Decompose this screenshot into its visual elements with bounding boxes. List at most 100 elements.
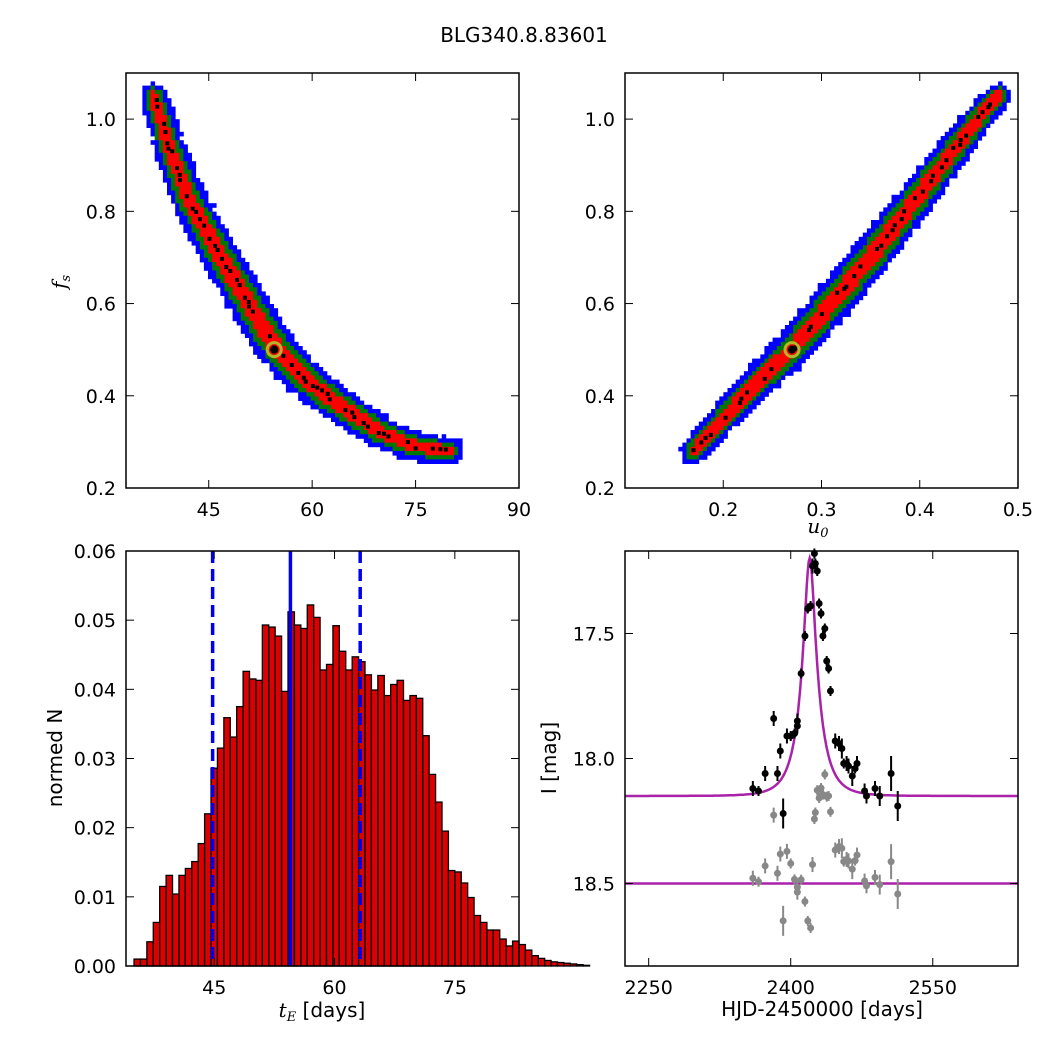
heat-cell-1sigma — [838, 299, 843, 305]
heat-cell-3sigma — [916, 173, 921, 179]
heat-cell-2sigma — [739, 409, 745, 414]
heat-cell-2sigma — [743, 404, 749, 410]
heat-cell-1sigma — [417, 442, 422, 448]
heat-cell-3sigma — [871, 220, 876, 225]
heat-cell-2sigma — [953, 161, 958, 166]
heat-cell-1sigma — [232, 274, 238, 280]
heat-cell-1sigma — [158, 110, 164, 116]
heat-cell-1sigma — [838, 287, 843, 292]
heat-cell-1sigma — [339, 409, 344, 414]
y-tick-label: 0.02 — [74, 818, 116, 840]
heat-cell-3sigma — [916, 220, 921, 225]
heat-cell-3sigma — [920, 211, 925, 217]
heat-cell-3sigma — [682, 446, 687, 452]
heat-cell-2sigma — [809, 337, 814, 343]
heat-cell-2sigma — [261, 341, 266, 347]
heat-cell-3sigma — [179, 215, 184, 221]
heat-cell-3sigma — [343, 392, 348, 397]
heat-cell-2sigma — [253, 333, 258, 338]
heat-cell-3sigma — [335, 379, 340, 385]
heat-cell-1sigma — [249, 316, 254, 322]
heat-cell-3sigma — [290, 333, 295, 338]
heat-cell-2sigma — [932, 161, 937, 166]
heat-cell-2sigma — [314, 396, 320, 401]
sample-point — [194, 209, 199, 214]
heat-cell-3sigma — [715, 400, 720, 406]
heat-cell-2sigma — [273, 358, 279, 364]
residual-point — [844, 857, 852, 865]
heat-cell-2sigma — [224, 241, 229, 246]
heat-cell-1sigma — [240, 291, 246, 296]
heat-cell-1sigma — [183, 186, 188, 191]
heat-cell-3sigma — [711, 442, 716, 448]
heat-cell-1sigma — [707, 438, 712, 443]
heat-cell-2sigma — [351, 421, 356, 427]
heat-cell-2sigma — [191, 186, 197, 191]
heat-cell-3sigma — [928, 203, 933, 208]
heat-cell-3sigma — [916, 169, 921, 175]
heat-cell-1sigma — [421, 442, 426, 448]
heat-cell-2sigma — [862, 274, 868, 280]
residual-point — [779, 917, 787, 925]
heat-cell-3sigma — [154, 144, 160, 149]
heat-cell-1sigma — [290, 371, 295, 376]
sample-point — [197, 217, 202, 222]
heat-cell-3sigma — [253, 346, 258, 351]
heat-cell-3sigma — [805, 304, 810, 309]
heat-cell-1sigma — [854, 278, 860, 284]
heat-cell-3sigma — [191, 232, 197, 238]
heat-cell-3sigma — [281, 375, 287, 380]
heat-cell-1sigma — [298, 379, 303, 385]
histogram-bar — [242, 670, 251, 967]
heat-cell-2sigma — [154, 123, 160, 128]
heat-cell-3sigma — [232, 304, 238, 309]
heat-cell-1sigma — [175, 178, 180, 183]
histogram-bar — [313, 616, 321, 967]
heat-cell-2sigma — [830, 316, 835, 322]
heat-cell-2sigma — [318, 375, 324, 380]
heat-cell-1sigma — [731, 409, 737, 414]
heat-cell-2sigma — [756, 392, 761, 397]
heat-cell-1sigma — [907, 215, 913, 221]
heat-cell-1sigma — [875, 253, 880, 259]
heat-cell-3sigma — [220, 228, 225, 233]
heat-cell-2sigma — [895, 241, 901, 246]
heat-cell-2sigma — [400, 446, 406, 452]
heat-cell-1sigma — [817, 325, 823, 330]
heat-cell-1sigma — [261, 337, 266, 343]
heat-cell-2sigma — [326, 404, 332, 410]
histogram-bar — [518, 943, 527, 967]
heat-cell-1sigma — [866, 249, 872, 254]
heat-cell-2sigma — [862, 278, 868, 284]
heat-cell-3sigma — [780, 333, 786, 338]
heat-cell-1sigma — [953, 148, 958, 154]
heat-cell-1sigma — [257, 308, 262, 313]
y-tick-label: 0.05 — [74, 610, 116, 632]
histogram-bar — [441, 830, 450, 967]
residual-point — [887, 858, 895, 866]
heat-cell-1sigma — [940, 152, 946, 158]
sample-point — [703, 435, 708, 440]
heat-cell-1sigma — [150, 98, 156, 103]
heat-cell-1sigma — [249, 304, 254, 309]
heat-cell-1sigma — [948, 148, 954, 154]
heat-cell-2sigma — [977, 102, 983, 107]
heat-cell-3sigma — [924, 161, 929, 166]
heat-cell-2sigma — [187, 215, 192, 221]
heat-cell-2sigma — [179, 207, 184, 212]
heat-cell-2sigma — [228, 249, 233, 254]
panel-fs-vs-tE: 45 60 75 90 0.20.40.60.81.0 fs — [47, 72, 531, 521]
heat-cell-2sigma — [834, 278, 839, 284]
histogram-bar — [428, 773, 437, 967]
heat-cell-1sigma — [167, 152, 172, 158]
heat-cell-1sigma — [715, 430, 720, 435]
heat-cell-2sigma — [167, 115, 172, 120]
heat-cell-3sigma — [981, 127, 987, 133]
heat-cell-2sigma — [830, 283, 835, 288]
heat-cell-3sigma — [743, 371, 749, 376]
sample-point — [202, 223, 207, 228]
heat-cell-1sigma — [854, 266, 860, 271]
heat-cell-1sigma — [834, 299, 839, 305]
sample-point — [892, 223, 897, 228]
heat-cell-1sigma — [797, 333, 802, 338]
